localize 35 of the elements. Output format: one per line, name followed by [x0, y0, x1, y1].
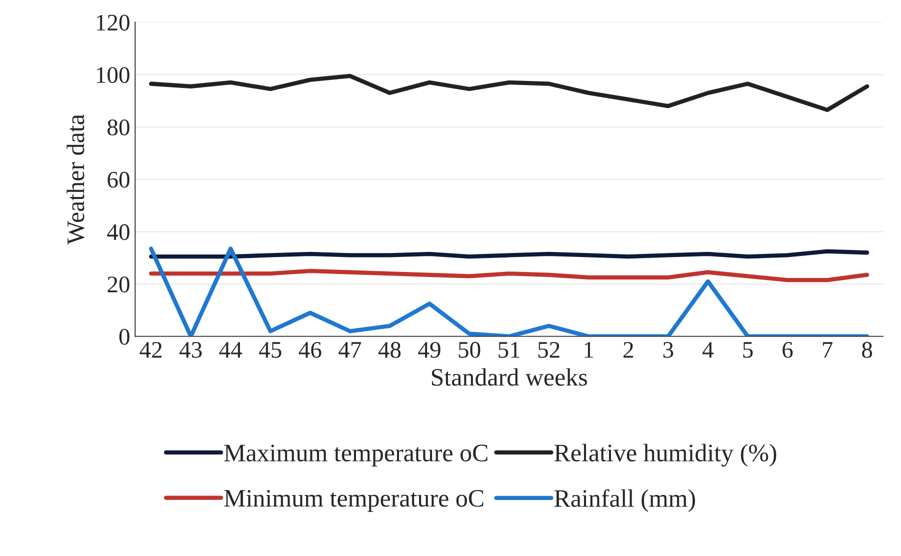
y-tick-label: 20	[108, 276, 130, 292]
x-tick-label: 7	[822, 342, 833, 358]
x-tick-label: 44	[219, 342, 242, 358]
x-tick-label: 3	[663, 342, 674, 358]
x-tick-label: 51	[498, 342, 520, 358]
legend-label: Minimum temperature oC	[224, 490, 484, 512]
x-tick-label: 4	[702, 342, 714, 358]
legend-label: Maximum temperature oC	[224, 444, 488, 467]
line-series	[148, 268, 870, 282]
x-tick-label: 46	[298, 342, 322, 358]
y-tick-label: 80	[108, 119, 130, 136]
x-tick-label: 5	[743, 342, 753, 358]
y-tick-label: 0	[119, 328, 130, 345]
x-tick-label: 42	[140, 342, 162, 358]
x-tick-label: 49	[418, 342, 440, 358]
x-tick-label: 52	[538, 342, 560, 358]
x-tick-label: 50	[458, 342, 480, 358]
line-series	[148, 246, 870, 336]
x-tick-label: 1	[584, 342, 594, 358]
x-tick-label: 2	[624, 342, 633, 358]
y-tick-label: 40	[107, 224, 130, 240]
y-axis-title: Weather data	[66, 114, 84, 245]
x-tick-label: 48	[378, 342, 401, 358]
x-tick-label: 6	[782, 342, 793, 358]
legend-label: Rainfall (mm)	[554, 489, 695, 512]
x-tick-label: 43	[179, 342, 202, 358]
x-tick-label: 47	[338, 342, 362, 358]
x-tick-label: 8	[862, 342, 872, 358]
line-series	[148, 74, 870, 112]
x-tick-label: 45	[259, 342, 282, 358]
x-axis-title: Standard weeks	[432, 368, 587, 386]
y-tick-label: 100	[96, 67, 130, 84]
y-tick-label: 120	[96, 14, 130, 31]
y-tick-label: 60	[108, 172, 130, 188]
legend-label: Relative humidity (%)	[554, 444, 776, 467]
